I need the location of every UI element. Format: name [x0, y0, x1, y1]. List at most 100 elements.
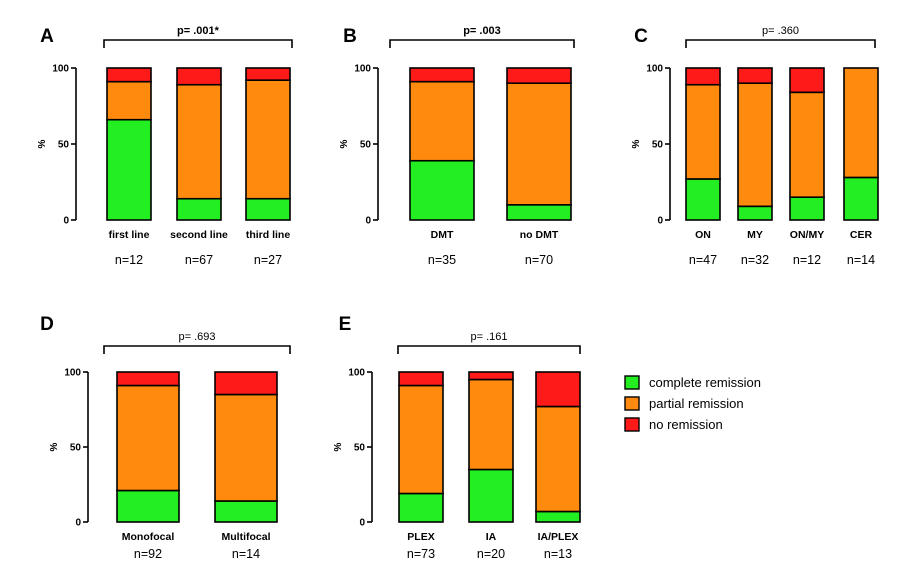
bar-segment-no-remission-no-dmt: [506, 67, 572, 84]
bar-segment-no-remission-on-my: [789, 67, 825, 94]
bar-segment-complete-remission-ia-plex: [535, 510, 581, 523]
panel-letter: E: [339, 314, 352, 335]
bar-segment-no-remission-ia: [468, 371, 514, 381]
bar-segment-no-remission-ia-plex: [535, 371, 581, 408]
bar-segment-no-remission-plex: [398, 371, 444, 387]
legend-label-complete-remission: complete remission: [649, 375, 761, 390]
bar-segment-complete-remission-my: [737, 205, 773, 221]
y-tick-label: 100: [646, 64, 663, 75]
bar-segment-complete-remission-ia: [468, 468, 514, 523]
y-tick-label: 50: [360, 140, 372, 151]
y-axis-label: %: [37, 139, 48, 148]
panel-letter: B: [343, 26, 357, 47]
y-tick-label: 100: [64, 368, 81, 379]
n-label: n=67: [185, 253, 213, 267]
significance-bracket: [103, 345, 291, 354]
y-tick-label: 100: [354, 64, 371, 75]
category-label: DMT: [431, 229, 454, 241]
bar-segment-complete-remission-first-line: [106, 118, 152, 221]
panel-letter: C: [634, 26, 648, 47]
bar-segment-no-remission-on: [685, 67, 721, 86]
y-tick-label: 100: [52, 64, 69, 75]
category-label: third line: [246, 229, 290, 241]
bar-segment-no-remission-dmt: [409, 67, 475, 83]
y-tick-label: 0: [657, 216, 663, 227]
n-label: n=14: [232, 547, 260, 561]
y-tick-label: 0: [365, 216, 371, 227]
legend-swatch-partial-remission: [624, 396, 640, 411]
n-label: n=70: [525, 253, 553, 267]
panel-d: Dp= .693 0 50 100% Monofocal n=92 Multifocal n=…: [40, 314, 291, 561]
y-axis-label: %: [339, 139, 350, 148]
category-label: MY: [747, 229, 763, 241]
bar-segment-partial-remission-on: [685, 83, 721, 180]
category-label: ON: [695, 229, 711, 241]
y-tick-label: 50: [58, 140, 70, 151]
bar-segment-partial-remission-cer: [843, 67, 879, 179]
bar-segment-no-remission-second-line: [176, 67, 222, 86]
category-label: IA: [486, 531, 497, 543]
category-label: PLEX: [407, 531, 434, 543]
n-label: n=27: [254, 253, 282, 267]
bar-segment-no-remission-monofocal: [116, 371, 180, 387]
y-axis-label: %: [49, 442, 60, 451]
p-value-label: p= .360: [762, 25, 799, 37]
bar-segment-partial-remission-no-dmt: [506, 82, 572, 206]
category-label: Monofocal: [122, 531, 175, 543]
bar-segment-partial-remission-on-my: [789, 91, 825, 198]
legend-swatch-complete-remission: [624, 375, 640, 390]
y-axis-label: %: [333, 442, 344, 451]
legend-label-partial-remission: partial remission: [649, 396, 744, 411]
bar-segment-partial-remission-ia-plex: [535, 405, 581, 513]
bar-segment-complete-remission-on: [685, 178, 721, 221]
y-tick-label: 50: [354, 443, 366, 454]
p-value-label: p= .001*: [177, 25, 220, 37]
bar-segment-complete-remission-plex: [398, 492, 444, 523]
y-axis-label: %: [631, 139, 642, 148]
bar-segment-partial-remission-dmt: [409, 80, 475, 162]
category-label: second line: [170, 229, 228, 241]
category-label: no DMT: [520, 229, 559, 241]
n-label: n=47: [689, 253, 717, 267]
bar-segment-partial-remission-third-line: [245, 79, 291, 200]
bar-segment-complete-remission-on-my: [789, 196, 825, 221]
bar-segment-no-remission-my: [737, 67, 773, 84]
n-label: n=35: [428, 253, 456, 267]
y-tick-label: 0: [359, 518, 365, 529]
bar-segment-partial-remission-my: [737, 82, 773, 208]
p-value-label: p= .161: [470, 331, 507, 343]
bar-segment-partial-remission-first-line: [106, 80, 152, 121]
category-label: first line: [109, 229, 150, 241]
bar-segment-partial-remission-multifocal: [214, 393, 278, 502]
p-value-label: p= .693: [178, 331, 215, 343]
y-tick-label: 50: [652, 140, 664, 151]
bar-segment-complete-remission-third-line: [245, 197, 291, 221]
n-label: n=73: [407, 547, 435, 561]
significance-bracket: [685, 39, 876, 48]
y-tick-label: 0: [75, 518, 81, 529]
bar-segment-no-remission-third-line: [245, 67, 291, 81]
panel-e: Ep= .161 0 50 100% PLEX n=73 IA n=20 IA/PLEX n=13: [333, 314, 581, 561]
bar-segment-no-remission-multifocal: [214, 371, 278, 396]
bar-segment-complete-remission-no-dmt: [506, 204, 572, 221]
significance-bracket: [103, 39, 293, 48]
bar-segment-complete-remission-second-line: [176, 197, 222, 221]
category-label: ON/MY: [790, 229, 824, 241]
category-label: Multifocal: [222, 531, 271, 543]
p-value-label: p= .003: [463, 25, 501, 37]
category-label: IA/PLEX: [538, 531, 579, 543]
n-label: n=92: [134, 547, 162, 561]
panel-letter: D: [40, 314, 54, 335]
significance-bracket: [389, 39, 575, 48]
legend: complete remission partial remission no re…: [624, 375, 761, 432]
legend-swatch-no-remission: [624, 417, 640, 432]
y-tick-label: 0: [63, 216, 69, 227]
bar-segment-no-remission-first-line: [106, 67, 152, 83]
n-label: n=14: [847, 253, 875, 267]
bar-segment-partial-remission-second-line: [176, 83, 222, 200]
n-label: n=12: [793, 253, 821, 267]
bar-segment-complete-remission-monofocal: [116, 489, 180, 523]
